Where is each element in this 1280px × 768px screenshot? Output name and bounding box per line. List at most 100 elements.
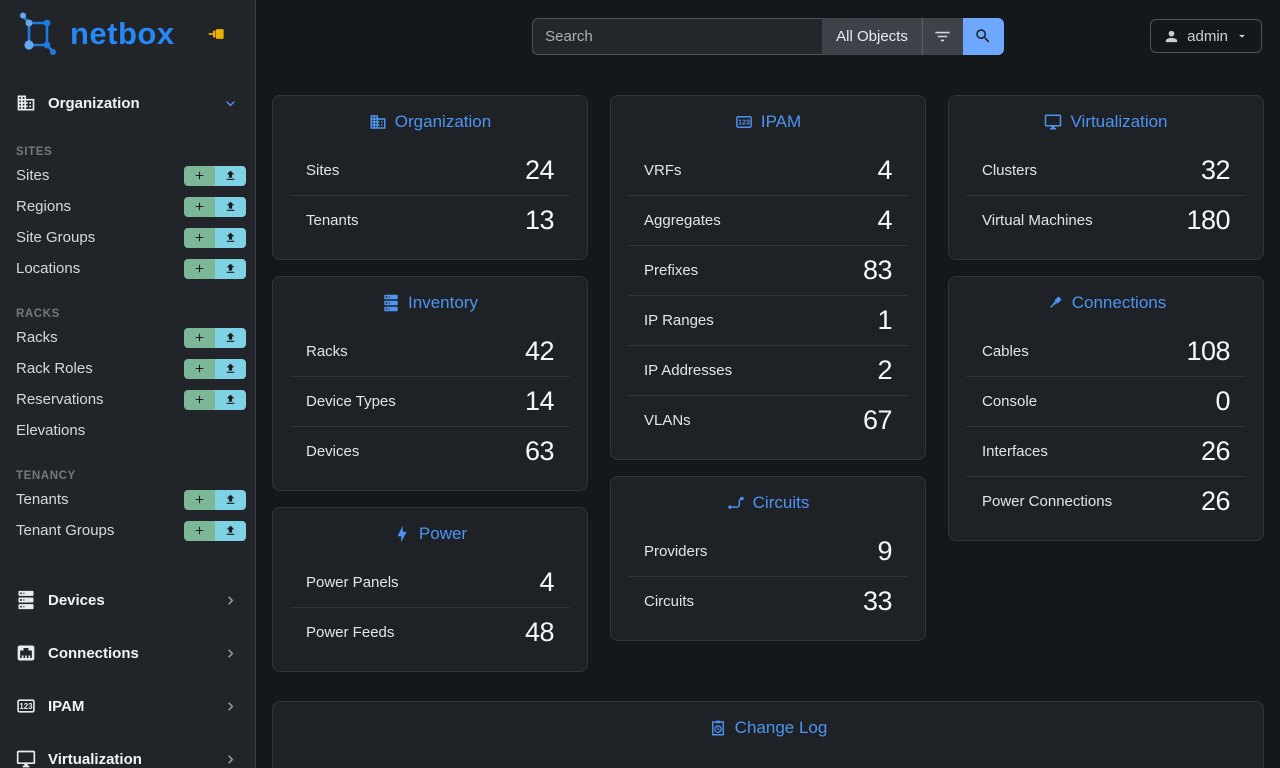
add-button[interactable] [184, 520, 215, 541]
search-scope-selector[interactable]: All Objects [822, 17, 922, 55]
stat-row[interactable]: VLANs 67 [628, 395, 908, 445]
stat-row[interactable]: Clusters 32 [966, 145, 1246, 195]
stat-value[interactable]: 67 [862, 405, 893, 435]
stat-row[interactable]: IP Addresses 2 [628, 345, 908, 395]
sidebar-link[interactable]: Racks [16, 329, 58, 346]
stat-label[interactable]: VLANs [644, 412, 691, 429]
add-button[interactable] [184, 227, 215, 248]
sidebar-link[interactable]: Tenant Groups [16, 522, 115, 539]
stat-row[interactable]: Prefixes 83 [628, 245, 908, 295]
stat-value[interactable]: 13 [524, 205, 555, 235]
add-button[interactable] [184, 358, 215, 379]
add-button[interactable] [184, 196, 215, 217]
sidebar-item-connections[interactable]: Connections [0, 641, 255, 665]
import-button[interactable] [215, 389, 246, 410]
stat-label[interactable]: Virtual Machines [982, 212, 1093, 229]
import-button[interactable] [215, 327, 246, 348]
sidebar-link[interactable]: Rack Roles [16, 360, 93, 377]
sidebar-pin-button[interactable] [207, 24, 227, 44]
sidebar-item-ipam[interactable]: IPAM [0, 694, 255, 718]
stat-label[interactable]: Device Types [306, 393, 396, 410]
import-button[interactable] [215, 520, 246, 541]
stat-row[interactable]: Circuits 33 [628, 576, 908, 626]
stat-row[interactable]: Interfaces 26 [966, 426, 1246, 476]
stat-value[interactable]: 4 [877, 205, 892, 235]
stat-row[interactable]: Aggregates 4 [628, 195, 908, 245]
add-button[interactable] [184, 258, 215, 279]
add-button[interactable] [184, 165, 215, 186]
stat-row[interactable]: Power Feeds 48 [290, 607, 570, 657]
stat-row[interactable]: Power Panels 4 [290, 557, 570, 607]
stat-value[interactable]: 9 [877, 535, 892, 566]
stat-label[interactable]: Racks [306, 342, 348, 360]
import-button[interactable] [215, 258, 246, 279]
user-menu-button[interactable]: admin [1150, 19, 1262, 53]
stat-label[interactable]: IP Ranges [644, 312, 714, 329]
stat-label[interactable]: Circuits [644, 593, 695, 610]
stat-row[interactable]: IP Ranges 1 [628, 295, 908, 345]
stat-label[interactable]: Tenants [306, 212, 359, 229]
sidebar-link[interactable]: Regions [16, 198, 72, 215]
stat-label[interactable]: IP Addresses [644, 362, 733, 379]
stat-value[interactable]: 1 [877, 305, 892, 335]
search-input[interactable] [532, 17, 823, 55]
sidebar-link[interactable]: Locations [16, 260, 81, 277]
filter-button[interactable] [921, 17, 963, 55]
sidebar-item-virtualization[interactable]: Virtualization [0, 747, 255, 768]
brand[interactable]: netbox [0, 0, 255, 62]
stat-row[interactable]: Racks 42 [290, 326, 570, 376]
sidebar-link[interactable]: Tenants [16, 491, 69, 508]
stat-value[interactable]: 24 [524, 154, 555, 185]
stat-label[interactable]: Power Feeds [306, 624, 395, 641]
sidebar-item-organization[interactable]: Organization [0, 84, 255, 122]
sidebar-link[interactable]: Elevations [16, 422, 86, 439]
stat-label[interactable]: Prefixes [644, 262, 699, 279]
stat-label[interactable]: Power Panels [306, 573, 399, 591]
sidebar-link[interactable]: Site Groups [16, 229, 96, 246]
sidebar-item-devices[interactable]: Devices [0, 588, 255, 612]
sidebar-link[interactable]: Reservations [16, 391, 104, 408]
sidebar-link[interactable]: Sites [16, 167, 50, 184]
stat-value[interactable]: 0 [1215, 386, 1230, 416]
import-button[interactable] [215, 165, 246, 186]
stat-value[interactable]: 108 [1186, 335, 1230, 366]
add-button[interactable] [184, 389, 215, 410]
stat-label[interactable]: Sites [306, 161, 340, 179]
stat-label[interactable]: Clusters [982, 161, 1038, 179]
stat-label[interactable]: Console [982, 393, 1038, 410]
stat-value[interactable]: 83 [862, 255, 893, 285]
stat-label[interactable]: Power Connections [982, 493, 1113, 510]
stat-label[interactable]: Devices [306, 443, 360, 460]
stat-value[interactable]: 4 [877, 154, 892, 185]
stat-row[interactable]: Power Connections 26 [966, 476, 1246, 526]
stat-value[interactable]: 32 [1200, 154, 1231, 185]
stat-row[interactable]: Console 0 [966, 376, 1246, 426]
stat-value[interactable]: 63 [524, 436, 555, 466]
stat-row[interactable]: VRFs 4 [628, 145, 908, 195]
stat-row[interactable]: Device Types 14 [290, 376, 570, 426]
stat-row[interactable]: Providers 9 [628, 526, 908, 576]
import-button[interactable] [215, 358, 246, 379]
stat-value[interactable]: 180 [1186, 205, 1230, 235]
add-button[interactable] [184, 489, 215, 510]
stat-value[interactable]: 48 [524, 617, 555, 647]
import-button[interactable] [215, 489, 246, 510]
stat-value[interactable]: 4 [539, 566, 554, 597]
stat-row[interactable]: Virtual Machines 180 [966, 195, 1246, 245]
stat-label[interactable]: VRFs [644, 161, 682, 179]
stat-label[interactable]: Interfaces [982, 443, 1048, 460]
stat-value[interactable]: 26 [1200, 486, 1231, 516]
search-button[interactable] [962, 17, 1004, 55]
stat-label[interactable]: Providers [644, 542, 708, 560]
stat-row[interactable]: Devices 63 [290, 426, 570, 476]
import-button[interactable] [215, 196, 246, 217]
stat-label[interactable]: Aggregates [644, 212, 721, 229]
stat-value[interactable]: 2 [877, 355, 892, 385]
stat-row[interactable]: Cables 108 [966, 326, 1246, 376]
stat-row[interactable]: Tenants 13 [290, 195, 570, 245]
stat-value[interactable]: 33 [862, 586, 893, 616]
stat-row[interactable]: Sites 24 [290, 145, 570, 195]
stat-value[interactable]: 42 [524, 335, 555, 366]
stat-label[interactable]: Cables [982, 342, 1029, 360]
import-button[interactable] [215, 227, 246, 248]
